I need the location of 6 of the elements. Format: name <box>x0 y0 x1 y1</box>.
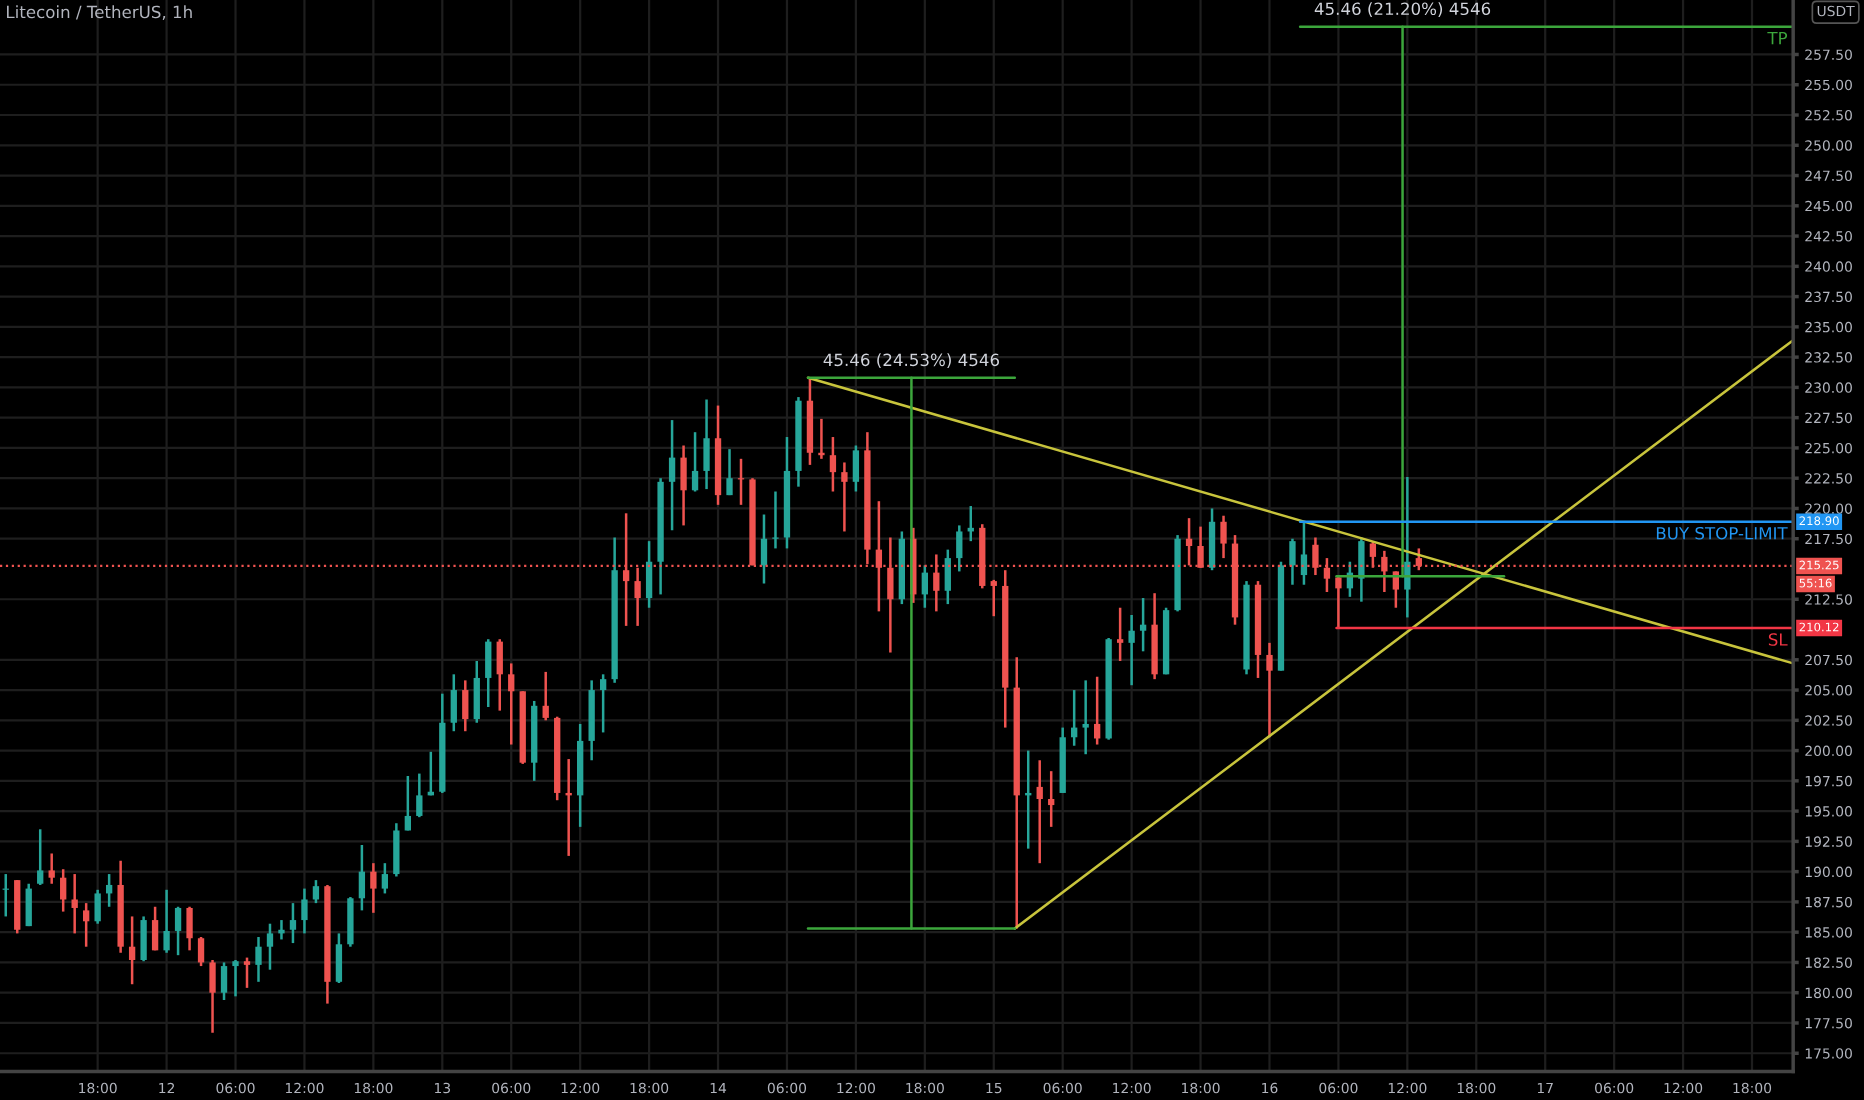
annotation: 45.46 (21.20%) 4546 <box>1314 2 1491 18</box>
annotation: 45.46 (24.53%) 4546 <box>823 353 1000 369</box>
chart-title: Litecoin / TetherUS, 1h <box>7 5 192 20</box>
legend-label: BUY STOP-LIMIT <box>1656 526 1788 540</box>
legend-label: SL <box>1768 633 1788 646</box>
series-label: TP <box>1767 31 1788 45</box>
